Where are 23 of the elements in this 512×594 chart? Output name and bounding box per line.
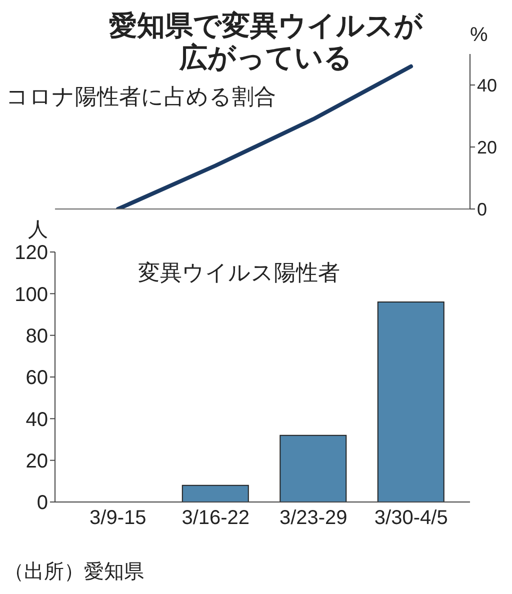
y-tick-label: 40 [477, 75, 498, 96]
y-tick-label: 100 [14, 284, 48, 306]
text: コロナ陽性者に占める割合 [6, 83, 276, 111]
y-tick-label: 80 [26, 325, 48, 348]
y-tick-label: 0 [477, 199, 488, 220]
bar [280, 434, 347, 502]
x-tick-label: 3/9-15 [90, 507, 146, 530]
y-axis-title: % [470, 24, 488, 47]
chart-title: 愛知県で変異ウイルスが広がっている [108, 10, 424, 74]
y-axis-title: 人 [28, 218, 48, 243]
text: （出所）愛知県 [4, 560, 144, 585]
chart-title: 変異ウイルス陽性者 [138, 259, 340, 287]
y-tick-label: 0 [36, 492, 48, 514]
x-tick-label: 3/30-4/5 [374, 507, 448, 530]
y-tick-label: 20 [477, 137, 498, 158]
y-tick-label: 40 [26, 408, 48, 431]
x-tick-label: 3/23-29 [279, 507, 348, 530]
y-tick-label: 60 [26, 367, 48, 390]
bar [182, 484, 249, 502]
y-tick-label: 120 [14, 242, 48, 264]
bar [377, 302, 444, 502]
y-tick-label: 20 [26, 450, 48, 472]
x-tick-label: 3/16-22 [182, 507, 250, 530]
